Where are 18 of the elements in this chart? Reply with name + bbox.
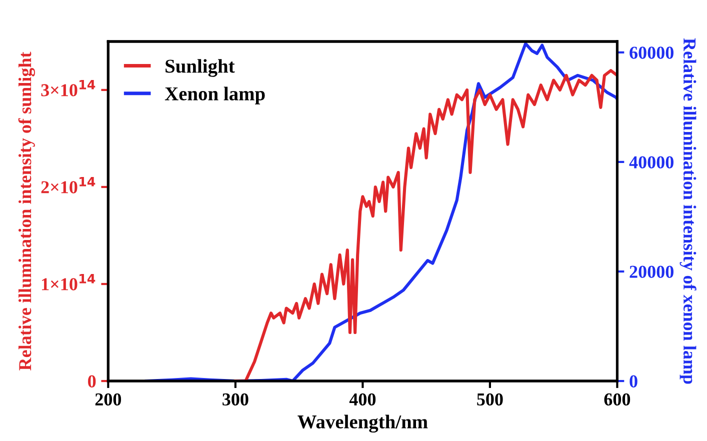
y-tick-label: 0 [88, 375, 96, 388]
x-tick-label: 600 [604, 393, 630, 406]
y2-tick-label: 0 [630, 375, 638, 388]
y2-tick-label: 40000 [629, 156, 674, 168]
y-axis-title: Relative illumination intensity of sunlight [18, 52, 36, 370]
x-tick-label: 400 [349, 393, 376, 406]
legend-label: Xenon lamp [164, 86, 265, 104]
x-tick-label: 500 [477, 393, 503, 406]
x-tick-label: 200 [95, 393, 122, 406]
y-tick-label: 3×10$^{14}$ [41, 80, 96, 96]
y-tick-label: 1×10$^{14}$ [42, 274, 96, 290]
y2-tick-label: 20000 [630, 266, 674, 278]
y2-tick-label: 60000 [630, 46, 674, 59]
x-axis-title: Wavelength/nm [298, 414, 428, 433]
x-tick-label: 300 [222, 393, 248, 406]
legend-label: Sunlight [166, 59, 235, 77]
y2-axis-title: Relative illumination intensity of xenon lamp [680, 38, 696, 384]
y-tick-label: 2×10$^{14}$ [41, 177, 96, 194]
